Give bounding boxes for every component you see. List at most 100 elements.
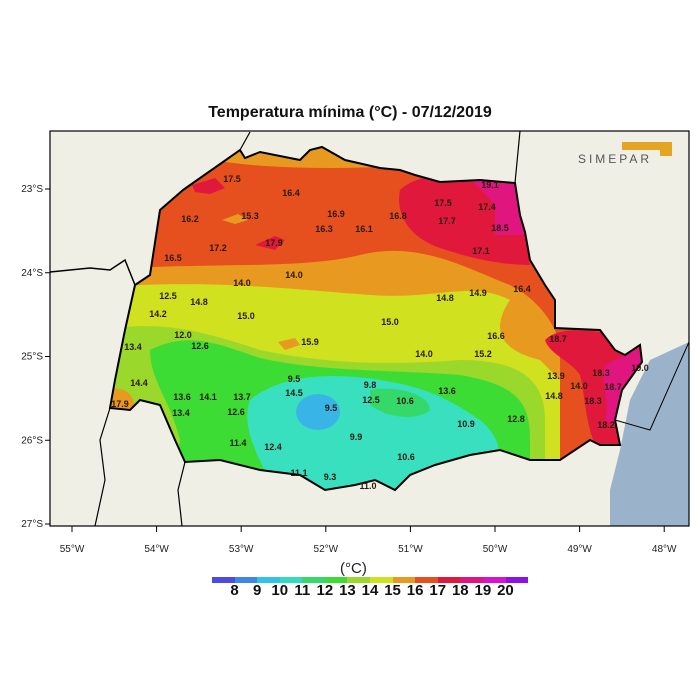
lat-tick-label: 27°S (21, 519, 43, 530)
simepar-logo: SIMEPAR (578, 142, 672, 166)
colorbar-tick: 8 (230, 582, 239, 599)
station-value: 16.8 (389, 211, 407, 221)
colorbar-labels: 8 9 10 11 12 13 14 15 16 17 18 19 20 (212, 582, 528, 600)
station-value: 11.0 (359, 481, 376, 491)
station-value: 16.4 (282, 188, 300, 198)
colorbar-tick: 12 (316, 582, 334, 599)
station-value: 14.9 (469, 288, 487, 298)
station-value: 17.2 (209, 243, 227, 253)
station-value: 16.6 (487, 331, 505, 341)
station-value: 9.8 (364, 380, 377, 390)
station-value: 16.5 (164, 253, 182, 263)
station-value: 18.2 (597, 420, 615, 430)
colorbar-swatch (302, 577, 325, 583)
station-value: 14.0 (415, 349, 433, 359)
station-value: 16.1 (355, 224, 373, 234)
lon-tick-label: 53°W (229, 544, 254, 555)
station-value: 13.9 (547, 371, 565, 381)
colorbar-swatch (347, 577, 371, 583)
station-value: 14.4 (130, 378, 148, 388)
colorbar-tick: 19 (474, 582, 492, 599)
country-border (50, 258, 136, 286)
colorbar-swatch (437, 577, 461, 583)
station-value: 17.4 (478, 202, 496, 212)
station-value: 18.5 (491, 223, 509, 233)
station-value: 16.4 (513, 284, 531, 294)
temperature-bands (110, 147, 642, 490)
station-value: 17.9 (111, 399, 129, 409)
colorbar-swatch (370, 577, 393, 583)
station-value: 17.1 (472, 246, 490, 256)
colorbar-swatch (279, 577, 303, 583)
colorbar-tick: 20 (497, 582, 514, 599)
station-value: 9.5 (325, 403, 338, 413)
station-value: 15.0 (237, 311, 255, 321)
colorbar-swatch (415, 577, 438, 583)
station-value: 14.8 (190, 297, 208, 307)
lon-tick-label: 52°W (314, 544, 339, 555)
station-value: 14.1 (199, 392, 217, 402)
station-value: 12.6 (227, 407, 245, 417)
station-value: 12.5 (159, 291, 177, 301)
colorbar-tick: 17 (429, 582, 447, 599)
logo-text: SIMEPAR (578, 152, 652, 166)
station-value: 14.0 (285, 270, 303, 280)
station-value: 10.6 (397, 452, 415, 462)
country-border (94, 407, 111, 526)
station-value: 17.9 (265, 238, 283, 248)
lat-tick-label: 24°S (21, 268, 43, 279)
state-border-north (239, 131, 251, 151)
colorbar (212, 577, 529, 583)
colorbar-swatch (460, 577, 483, 583)
station-value: 13.7 (233, 392, 251, 402)
station-value: 12.4 (264, 442, 282, 452)
station-value: 10.6 (396, 396, 414, 406)
station-value: 17.5 (223, 174, 241, 184)
station-value: 11.1 (290, 468, 307, 478)
station-value: 15.3 (241, 211, 259, 221)
colorbar-swatch (257, 577, 280, 583)
axis-ticks: 23°S 24°S 25°S 26°S 27°S 55°W 54°W 53°W 52°W 51°W… (21, 184, 677, 555)
lat-tick-label: 23°S (21, 184, 43, 195)
station-value: 14.0 (233, 278, 251, 288)
station-value: 17.7 (438, 216, 456, 226)
station-value: 18.3 (584, 396, 602, 406)
colorbar-tick: 11 (294, 582, 311, 599)
station-value: 16.9 (327, 209, 345, 219)
station-value: 12.5 (362, 395, 380, 405)
station-value: 13.4 (124, 342, 142, 352)
lon-tick-label: 51°W (398, 544, 423, 555)
station-value: 17.5 (434, 198, 452, 208)
station-value: 13.4 (172, 408, 190, 418)
colorbar-tick: 9 (252, 582, 262, 599)
lat-tick-label: 26°S (21, 435, 43, 446)
station-value: 15.9 (301, 337, 319, 347)
state-border-south (177, 461, 186, 526)
colorbar-tick: 10 (271, 582, 289, 599)
station-labels: 17.5 16.4 15.3 16.2 16.9 16.3 16.1 16.8 17.5 17.7… (111, 174, 649, 491)
station-value: 14.2 (149, 309, 167, 319)
station-value: 15.0 (381, 317, 399, 327)
station-value: 12.6 (191, 341, 209, 351)
ocean (610, 342, 689, 526)
colorbar-swatch (212, 577, 235, 583)
colorbar-swatch (482, 577, 506, 583)
station-value: 12.0 (174, 330, 192, 340)
colorbar-swatch (234, 577, 258, 583)
station-value: 11.4 (229, 438, 246, 448)
lon-tick-label: 55°W (60, 544, 85, 555)
station-value: 12.8 (507, 414, 525, 424)
colorbar-swatch (392, 577, 416, 583)
station-value: 9.3 (324, 472, 337, 482)
map-frame (49, 130, 690, 527)
station-value: 18.7 (549, 334, 567, 344)
lon-tick-label: 49°W (567, 544, 592, 555)
station-value: 9.9 (350, 432, 363, 442)
station-value: 16.2 (181, 214, 199, 224)
station-value: 13.6 (173, 392, 191, 402)
colorbar-swatch (505, 577, 529, 583)
colorbar-tick: 15 (384, 582, 401, 599)
station-value: 19.1 (481, 180, 499, 190)
colorbar-tick: 16 (406, 582, 424, 599)
station-value: 19.0 (631, 363, 649, 373)
